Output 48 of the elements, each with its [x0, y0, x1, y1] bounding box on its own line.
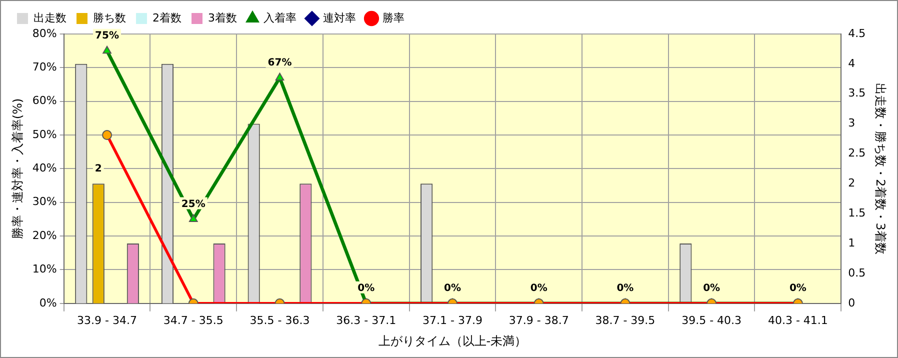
legend-label: 勝ち数	[93, 11, 126, 24]
x-tick-label: 33.9 - 34.7	[77, 314, 138, 327]
x-tick-label: 37.1 - 37.9	[422, 314, 482, 327]
y-tick-label: 50%	[32, 128, 57, 141]
x-tick-label: 34.7 - 35.5	[163, 314, 224, 327]
data-label: 2	[94, 163, 102, 174]
y2-tick-label: 3	[848, 116, 856, 130]
legend-label: 3着数	[208, 11, 237, 24]
data-label: 0%	[789, 282, 806, 294]
data-label: 75%	[95, 30, 119, 42]
y-axis-title: 勝率・連対率・入着率(%)	[10, 98, 24, 240]
y-tick-label: 20%	[32, 228, 57, 242]
y2-tick-label: 4.5	[848, 26, 866, 40]
legend-label: 出走数	[34, 11, 66, 24]
y2-axis-title: 出走数・勝ち数・2着数・3着数	[874, 83, 888, 254]
data-label: 25%	[181, 198, 206, 210]
data-label: 0%	[530, 282, 548, 294]
y2-tick-label: 1.5	[848, 206, 866, 220]
x-tick-label: 40.3 - 41.1	[768, 314, 828, 327]
y-tick-label: 0%	[39, 296, 57, 310]
y2-tick-label: 3.5	[848, 86, 866, 100]
y2-tick-label: 1	[848, 236, 856, 250]
y-tick-label: 40%	[32, 162, 57, 175]
y-tick-label: 70%	[32, 60, 57, 74]
y2-tick-label: 0.5	[848, 266, 866, 280]
legend-label: 2着数	[152, 11, 182, 24]
x-tick-label: 35.5 - 36.3	[250, 314, 310, 327]
y-tick-label: 10%	[32, 262, 57, 276]
y2-tick-label: 4	[848, 56, 856, 70]
y-tick-label: 30%	[32, 195, 57, 208]
y-tick-label: 80%	[32, 26, 57, 40]
y2-tick-label: 2.5	[848, 146, 866, 160]
data-label: 0%	[444, 282, 461, 294]
data-label: 0%	[703, 282, 720, 294]
x-tick-label: 37.9 - 38.7	[508, 314, 569, 327]
x-tick-label: 39.5 - 40.3	[682, 314, 742, 327]
legend-label: 連対率	[322, 11, 356, 24]
x-axis-title: 上がりタイム（以上-未満）	[378, 334, 527, 348]
data-label: 67%	[268, 57, 292, 68]
x-tick-label: 36.3 - 37.1	[336, 314, 396, 327]
x-tick-label: 38.7 - 39.5	[595, 314, 656, 327]
legend-label: 勝率	[382, 11, 404, 24]
y2-tick-label: 2	[848, 176, 856, 190]
y-tick-label: 60%	[32, 94, 57, 108]
y2-tick-label: 0	[848, 296, 856, 310]
data-label: 0%	[358, 282, 375, 294]
data-label: 0%	[616, 282, 634, 294]
legend-label: 入着率	[263, 11, 296, 24]
